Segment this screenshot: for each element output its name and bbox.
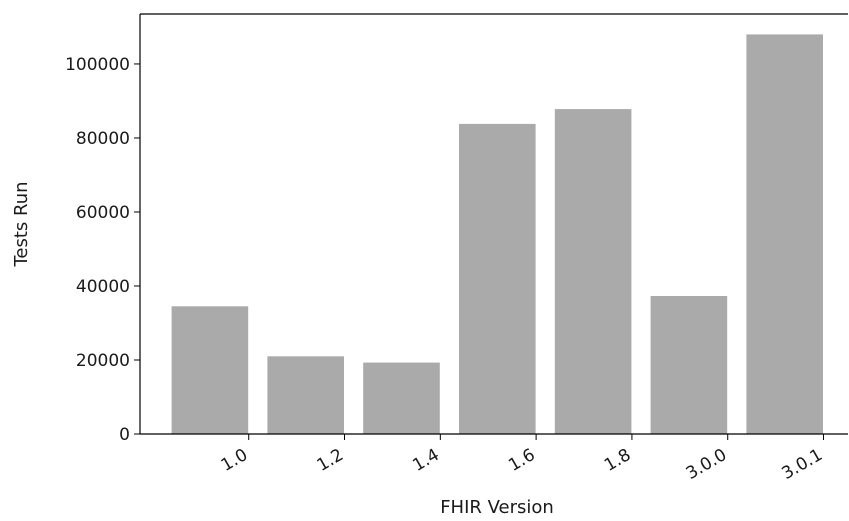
bar-1-2 [267, 356, 344, 434]
x-tick-label: 3.0.1 [779, 445, 826, 484]
bar-1-0 [171, 306, 249, 434]
x-tick-label: 3.0.0 [683, 445, 730, 484]
bar-3-0-0 [650, 296, 728, 434]
x-axis-label: FHIR Version [440, 497, 554, 518]
y-axis: 0 20000 40000 60000 80000 100000 [65, 14, 141, 445]
y-tick-label: 20000 [76, 351, 130, 371]
x-tick-label: 1.2 [314, 445, 347, 476]
y-tick-label: 80000 [76, 129, 130, 149]
y-tick-label: 100000 [65, 55, 130, 75]
x-tick-label: 1.4 [409, 445, 442, 476]
y-tick-label: 0 [119, 425, 130, 445]
x-tick-label: 1.0 [218, 445, 251, 476]
x-axis: 1.0 1.2 1.4 1.6 1.8 3.0.0 3.0.1 [140, 433, 848, 484]
bar-3-0-1 [746, 34, 823, 435]
y-tick-label: 40000 [76, 277, 130, 297]
x-tick-label: 1.6 [505, 445, 538, 476]
bar-1-6 [459, 123, 536, 435]
y-axis-label: Tests Run [11, 181, 32, 267]
x-tick-label: 1.8 [601, 445, 634, 476]
bar-1-4 [363, 362, 440, 434]
y-tick-label: 60000 [76, 203, 130, 223]
bars [171, 34, 823, 435]
bar-1-8 [554, 109, 632, 434]
